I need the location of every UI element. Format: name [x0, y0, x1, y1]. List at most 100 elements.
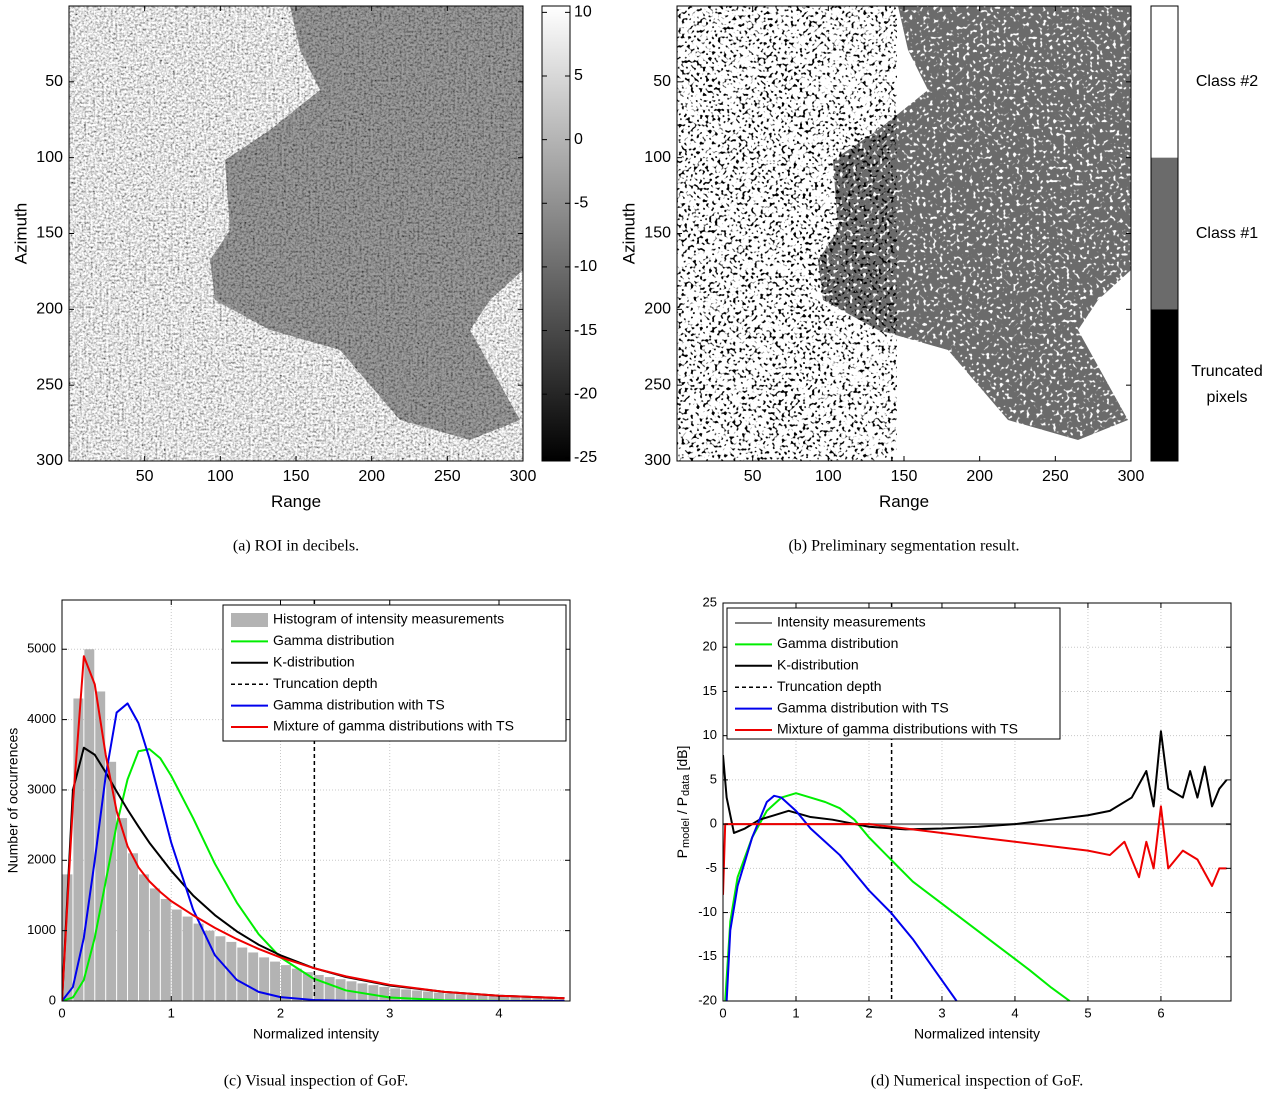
class-label-box: Class #1	[1195, 224, 1259, 242]
legend-box	[726, 607, 1061, 740]
colorbar-tick-label: -10	[574, 258, 597, 275]
histogram-bar	[379, 986, 390, 1001]
y-tick-label: -20	[698, 992, 717, 1007]
histogram-bar	[444, 993, 455, 1001]
histogram-bar	[324, 977, 335, 1001]
histogram-bar	[455, 994, 466, 1001]
x-tick-label: 5	[1084, 1005, 1091, 1020]
x-tick-label: 50	[744, 468, 762, 485]
x-tick-label: 2	[277, 1005, 284, 1020]
histogram-bar	[171, 909, 182, 1001]
x-tick-label: 4	[495, 1005, 502, 1020]
y-tick-label: 25	[703, 594, 717, 609]
y-tick-label: 5000	[27, 641, 56, 656]
legend-label: Mixture of gamma distributions with TS	[273, 718, 514, 734]
legend-label: Gamma distribution	[273, 632, 394, 648]
x-tick-label: 250	[1042, 468, 1069, 485]
histogram-bar	[488, 995, 499, 1001]
y-axis-label-part: P	[674, 849, 690, 858]
colorbar-tick-label: -15	[574, 322, 597, 339]
y-tick-label: 100	[644, 149, 671, 166]
x-axis-label: Range	[271, 492, 321, 511]
histogram-bar	[280, 965, 291, 1001]
class-label: Truncated pixels	[1191, 363, 1263, 407]
histogram-bar	[204, 930, 215, 1001]
histogram-bar	[160, 898, 171, 1001]
plot-frame	[61, 599, 571, 1002]
segmentation-image	[677, 6, 1131, 461]
y-tick-label: 4000	[27, 711, 56, 726]
legend-label: Truncation depth	[777, 678, 882, 694]
y-tick-label: 2000	[27, 852, 56, 867]
legend-label: Gamma distribution	[777, 635, 898, 651]
x-axis-label: Range	[879, 492, 929, 511]
x-tick-label: 150	[891, 468, 918, 485]
y-tick-label: -15	[698, 948, 717, 963]
colorbar-tick-label: -20	[574, 385, 597, 402]
class-label: Class #1	[1195, 224, 1259, 242]
x-tick-label: 150	[283, 468, 310, 485]
y-tick-label: 200	[644, 301, 671, 318]
histogram-bar	[149, 888, 160, 1001]
y-tick-label: 0	[710, 816, 717, 831]
histogram-bar	[302, 972, 313, 1001]
colorbar	[541, 5, 571, 462]
y-axis-label-part: [dB]	[674, 746, 690, 771]
y-axis-label-part: data	[680, 774, 692, 796]
series-line	[62, 655, 565, 1001]
y-tick-label: 20	[703, 639, 717, 654]
histogram-bar	[291, 968, 302, 1001]
x-tick-label: 4	[1011, 1005, 1018, 1020]
x-tick-label: 3	[938, 1005, 945, 1020]
y-tick-label: 3000	[27, 781, 56, 796]
y-tick-label: 10	[703, 727, 717, 742]
y-axis-label-part: model	[680, 818, 692, 848]
legend-label: K-distribution	[273, 654, 355, 670]
x-tick-label: 200	[966, 468, 993, 485]
class-swatch	[1151, 157, 1178, 310]
x-tick-label: 0	[719, 1005, 726, 1020]
histogram-bar	[499, 996, 510, 1001]
colorbar-tick-label: -5	[574, 194, 588, 211]
x-tick-label: 1	[168, 1005, 175, 1020]
histogram-bar	[543, 998, 554, 1001]
histogram-bar	[95, 691, 106, 1001]
histogram-bar	[62, 874, 73, 1001]
legend-label: Intensity measurements	[777, 614, 926, 630]
histogram-bar	[182, 916, 193, 1001]
colorbar-tick-label: 10	[574, 4, 592, 21]
y-axis-label: Number of occurrences	[5, 728, 21, 874]
legend-box	[222, 604, 567, 742]
histogram-bar	[73, 698, 84, 1001]
class-label-box: Truncated pixels	[1191, 363, 1263, 407]
histogram-bar	[193, 923, 204, 1001]
histogram-bar	[84, 649, 95, 1001]
histogram-bar	[423, 991, 433, 1001]
histogram-bar	[215, 936, 226, 1001]
y-tick-label: 15	[703, 683, 717, 698]
series-line	[723, 805, 1227, 895]
histogram-bar	[106, 761, 117, 1001]
histogram-bar	[510, 996, 521, 1001]
histogram-bar	[259, 957, 270, 1001]
histogram-bar	[390, 988, 401, 1001]
y-tick-label: 100	[36, 149, 63, 166]
histogram-bar	[313, 974, 324, 1001]
caption: (b) Preliminary segmentation result.	[788, 538, 1019, 555]
y-tick-label: -5	[705, 860, 717, 875]
histogram-bar	[117, 818, 128, 1001]
legend-label: Gamma distribution with TS	[273, 696, 445, 712]
colorbar-frame	[1150, 5, 1179, 462]
x-tick-label: 0	[58, 1005, 65, 1020]
histogram-bar	[368, 985, 379, 1001]
sar-image	[69, 6, 523, 461]
legend-label: Histogram of intensity measurements	[273, 611, 504, 627]
y-tick-label: 150	[36, 225, 63, 242]
y-tick-label: 200	[36, 301, 63, 318]
x-tick-label: 50	[136, 468, 154, 485]
x-tick-label: 300	[1118, 468, 1145, 485]
histogram-bar	[477, 995, 488, 1001]
colorbar-tick-label: -25	[574, 449, 597, 466]
series-line	[723, 730, 1228, 834]
histogram-bar	[335, 979, 346, 1001]
